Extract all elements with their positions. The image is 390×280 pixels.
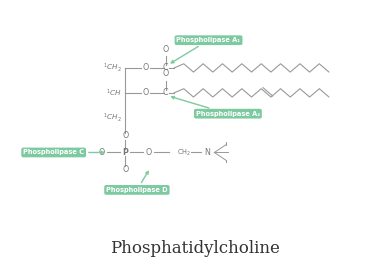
Text: O: O xyxy=(145,148,152,157)
Text: O: O xyxy=(142,64,149,73)
Text: N: N xyxy=(205,148,211,157)
Text: Phospholipase D: Phospholipase D xyxy=(106,171,168,193)
Text: $^1$CH$_2$: $^1$CH$_2$ xyxy=(103,111,122,124)
Text: O: O xyxy=(99,148,105,157)
Text: $^1$CH: $^1$CH xyxy=(106,87,122,99)
Text: Phospholipase C: Phospholipase C xyxy=(23,150,103,155)
Text: Phosphatidylcholine: Phosphatidylcholine xyxy=(110,240,280,256)
Text: O: O xyxy=(163,45,169,53)
Text: $^1$CH$_2$: $^1$CH$_2$ xyxy=(103,62,122,74)
Text: C: C xyxy=(163,64,168,73)
Text: O: O xyxy=(122,131,128,140)
Text: P: P xyxy=(122,148,128,157)
Text: O: O xyxy=(163,69,169,78)
Text: O: O xyxy=(142,88,149,97)
Text: O: O xyxy=(122,165,128,174)
Text: Phospholipase A₁: Phospholipase A₁ xyxy=(171,37,241,63)
Text: C: C xyxy=(163,88,168,97)
Text: CH$_2$: CH$_2$ xyxy=(177,147,191,158)
Text: Phospholipase A₂: Phospholipase A₂ xyxy=(172,96,260,117)
